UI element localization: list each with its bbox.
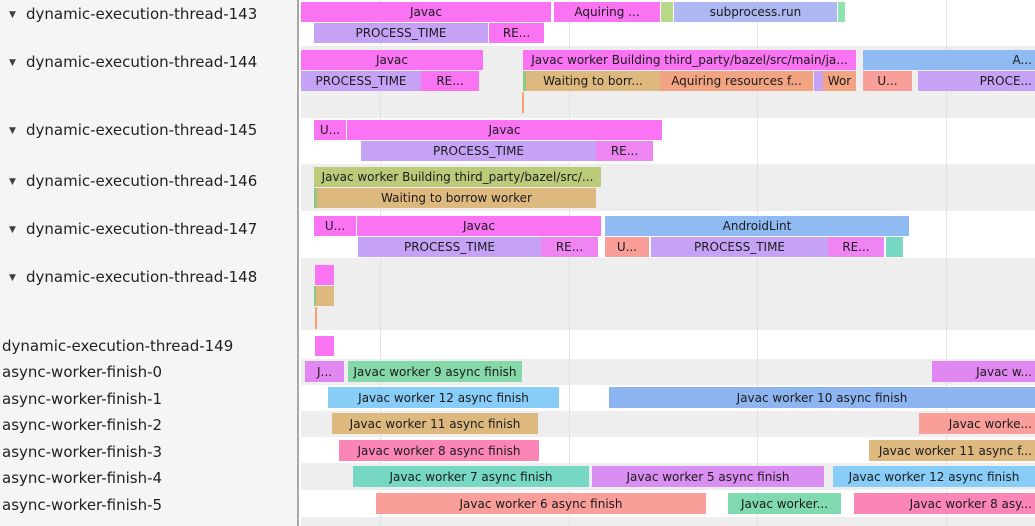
track-name-text: async-worker-finish-0 bbox=[2, 363, 163, 381]
trace-slice[interactable]: Javac worker Building third_party/bazel/… bbox=[523, 50, 856, 70]
trace-slice[interactable]: U... bbox=[863, 71, 912, 91]
collapse-triangle-icon[interactable]: ▼ bbox=[9, 125, 16, 136]
trace-slice[interactable]: U... bbox=[314, 216, 356, 236]
trace-slice-sliver[interactable] bbox=[886, 237, 903, 257]
collapse-triangle-icon[interactable]: ▼ bbox=[9, 272, 16, 283]
track-label-async-worker-finish-5[interactable]: async-worker-finish-5 bbox=[0, 495, 162, 515]
collapse-triangle-icon[interactable]: ▼ bbox=[9, 176, 16, 187]
trace-slice[interactable]: PROCESS_TIME bbox=[314, 23, 488, 43]
trace-slice-sliver[interactable] bbox=[316, 286, 334, 306]
track-label-async-worker-finish-4[interactable]: async-worker-finish-4 bbox=[0, 468, 162, 488]
trace-slice[interactable]: Javac worker 12 async finish bbox=[328, 387, 559, 408]
trace-slice[interactable]: U... bbox=[314, 120, 346, 140]
collapse-triangle-icon[interactable]: ▼ bbox=[9, 57, 16, 68]
trace-slice[interactable]: AndroidLint bbox=[605, 216, 909, 236]
trace-slice[interactable]: RE... bbox=[421, 71, 479, 91]
track-name-text: dynamic-execution-thread-149 bbox=[2, 337, 234, 355]
trace-slice[interactable]: Javac worker Building third_party/bazel/… bbox=[314, 167, 601, 187]
track-label-async-worker-finish-1[interactable]: async-worker-finish-1 bbox=[0, 389, 162, 409]
trace-slice[interactable]: Javac worker 7 async finish bbox=[353, 466, 589, 487]
trace-slice[interactable]: Aquiring ... bbox=[554, 2, 660, 22]
trace-slice[interactable]: PROCESS_TIME bbox=[358, 237, 541, 257]
trace-slice[interactable]: Javac worker... bbox=[728, 493, 841, 514]
trace-slice[interactable]: PROCESS_TIME bbox=[301, 71, 421, 91]
trace-slice[interactable]: RE... bbox=[828, 237, 884, 257]
trace-slice[interactable]: RE... bbox=[489, 23, 544, 43]
track-name-text: async-worker-finish-4 bbox=[2, 469, 163, 487]
track-label-async-worker-finish-0[interactable]: async-worker-finish-0 bbox=[0, 362, 162, 382]
trace-slice[interactable]: Javac bbox=[301, 50, 483, 70]
time-gridline bbox=[380, 0, 381, 526]
trace-slice[interactable]: Waiting to borr... bbox=[526, 71, 660, 91]
trace-slice-sliver[interactable] bbox=[315, 265, 334, 285]
trace-slice-sliver[interactable] bbox=[814, 71, 823, 91]
track-name-text: async-worker-finish-5 bbox=[2, 496, 163, 514]
trace-slice[interactable]: PROCESS_TIME bbox=[361, 141, 596, 161]
instant-event-marker[interactable] bbox=[315, 307, 317, 329]
track-name-text: dynamic-execution-thread-143 bbox=[26, 5, 258, 23]
trace-slice-sliver[interactable] bbox=[315, 336, 334, 356]
track-name-panel: ▼ dynamic-execution-thread-143 ▼ dynamic-ex… bbox=[0, 0, 299, 526]
trace-slice[interactable]: subprocess.run bbox=[674, 2, 837, 22]
track-background-dynamic-execution-thread-148 bbox=[301, 258, 1035, 330]
track-label-dynamic-execution-thread-146[interactable]: ▼ dynamic-execution-thread-146 bbox=[0, 171, 257, 191]
timeline-canvas[interactable]: Javac Aquiring ... subprocess.run PROCESS_T… bbox=[301, 0, 1035, 526]
track-name-text: async-worker-finish-2 bbox=[2, 416, 163, 434]
time-gridline bbox=[569, 0, 570, 526]
track-label-dynamic-execution-thread-143[interactable]: ▼ dynamic-execution-thread-143 bbox=[0, 4, 257, 24]
trace-slice[interactable]: PROCE... bbox=[918, 71, 1035, 91]
trace-slice[interactable]: Javac w... bbox=[932, 361, 1035, 382]
track-name-text: dynamic-execution-thread-144 bbox=[26, 53, 258, 71]
track-name-text: dynamic-execution-thread-148 bbox=[26, 268, 258, 286]
track-label-dynamic-execution-thread-145[interactable]: ▼ dynamic-execution-thread-145 bbox=[0, 120, 257, 140]
trace-slice[interactable]: Javac worke... bbox=[919, 413, 1035, 434]
trace-slice[interactable]: Javac worker 11 async f... bbox=[869, 440, 1035, 461]
track-label-async-worker-finish-3[interactable]: async-worker-finish-3 bbox=[0, 442, 162, 462]
time-gridline bbox=[946, 0, 947, 526]
track-name-text: async-worker-finish-1 bbox=[2, 390, 163, 408]
trace-slice[interactable]: A... bbox=[863, 50, 1035, 70]
trace-slice[interactable]: Javac worker 6 async finish bbox=[376, 493, 706, 514]
track-label-dynamic-execution-thread-149[interactable]: dynamic-execution-thread-149 bbox=[0, 336, 233, 356]
track-name-text: dynamic-execution-thread-146 bbox=[26, 172, 258, 190]
trace-slice[interactable]: RE... bbox=[541, 237, 598, 257]
track-name-text: async-worker-finish-3 bbox=[2, 443, 163, 461]
trace-slice[interactable]: Javac worker 10 async finish bbox=[609, 387, 1035, 408]
trace-slice[interactable]: Javac bbox=[301, 2, 551, 22]
trace-slice-sliver[interactable] bbox=[838, 2, 845, 22]
trace-slice[interactable]: Javac worker 8 asy... bbox=[854, 493, 1035, 514]
trace-slice[interactable]: Waiting to borrow worker bbox=[317, 188, 596, 208]
track-background-next-track-partial bbox=[301, 517, 1035, 526]
trace-slice[interactable]: PROCESS_TIME bbox=[651, 237, 828, 257]
trace-slice[interactable]: Wor bbox=[823, 71, 856, 91]
trace-slice[interactable]: Javac bbox=[357, 216, 601, 236]
collapse-triangle-icon[interactable]: ▼ bbox=[9, 9, 16, 20]
track-background-dynamic-execution-thread-149 bbox=[301, 330, 1035, 359]
trace-slice[interactable]: Javac worker 5 async finish bbox=[592, 466, 824, 487]
trace-slice[interactable]: Javac worker 9 async finish bbox=[348, 361, 522, 382]
time-gridline bbox=[757, 0, 758, 526]
trace-slice[interactable]: J... bbox=[305, 361, 344, 382]
track-name-text: dynamic-execution-thread-147 bbox=[26, 220, 258, 238]
track-label-dynamic-execution-thread-144[interactable]: ▼ dynamic-execution-thread-144 bbox=[0, 52, 257, 72]
track-label-dynamic-execution-thread-147[interactable]: ▼ dynamic-execution-thread-147 bbox=[0, 219, 257, 239]
track-label-async-worker-finish-2[interactable]: async-worker-finish-2 bbox=[0, 415, 162, 435]
trace-slice[interactable]: Aquiring resources f... bbox=[660, 71, 813, 91]
track-name-text: dynamic-execution-thread-145 bbox=[26, 121, 258, 139]
trace-slice[interactable]: Javac worker 8 async finish bbox=[339, 440, 539, 461]
trace-slice[interactable]: Javac worker 12 async finish bbox=[833, 466, 1035, 487]
track-label-dynamic-execution-thread-148[interactable]: ▼ dynamic-execution-thread-148 bbox=[0, 267, 257, 287]
collapse-triangle-icon[interactable]: ▼ bbox=[9, 224, 16, 235]
instant-event-marker[interactable] bbox=[522, 92, 524, 113]
trace-slice[interactable]: RE... bbox=[596, 141, 653, 161]
trace-slice[interactable]: U... bbox=[605, 237, 649, 257]
trace-slice-sliver[interactable] bbox=[661, 2, 673, 22]
trace-slice[interactable]: Javac worker 11 async finish bbox=[332, 413, 538, 434]
trace-slice[interactable]: Javac bbox=[347, 120, 662, 140]
